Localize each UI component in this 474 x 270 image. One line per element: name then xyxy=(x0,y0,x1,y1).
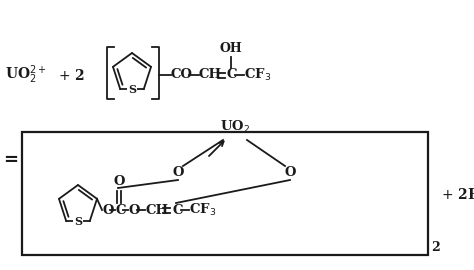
Text: O: O xyxy=(172,167,184,180)
Text: O: O xyxy=(113,175,125,188)
Text: $+$ 2H$^+$: $+$ 2H$^+$ xyxy=(441,186,474,204)
Text: O: O xyxy=(102,204,113,217)
Text: O: O xyxy=(128,204,139,217)
Text: 2: 2 xyxy=(431,241,440,254)
Text: S: S xyxy=(128,84,136,95)
Text: CH: CH xyxy=(145,204,168,217)
Text: CF$_3$: CF$_3$ xyxy=(189,202,216,218)
Text: $+$ 2: $+$ 2 xyxy=(58,68,85,83)
Text: C: C xyxy=(227,69,237,82)
Text: UO$_2$: UO$_2$ xyxy=(220,119,250,135)
Text: =: = xyxy=(3,151,18,169)
Text: S: S xyxy=(74,216,82,227)
Text: O: O xyxy=(284,167,296,180)
Text: C: C xyxy=(115,204,126,217)
Bar xyxy=(22,132,428,255)
Text: CO: CO xyxy=(171,69,193,82)
Text: UO$_2^{2+}$: UO$_2^{2+}$ xyxy=(5,64,46,86)
Text: OH: OH xyxy=(219,42,242,55)
Text: CH: CH xyxy=(199,69,222,82)
Text: C: C xyxy=(172,204,182,217)
Text: CF$_3$: CF$_3$ xyxy=(244,67,271,83)
